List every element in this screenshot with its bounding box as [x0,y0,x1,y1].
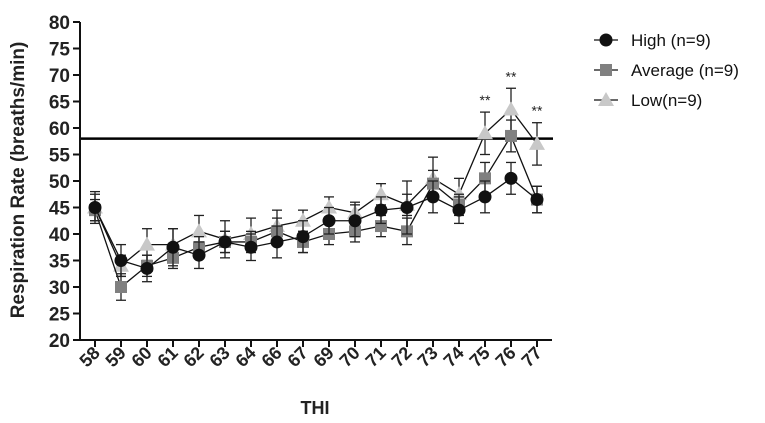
legend-label: High (n=9) [631,31,711,50]
x-tick-label: 76 [492,343,520,371]
x-tick-label: 77 [518,343,546,371]
x-tick-label: 67 [284,343,312,371]
data-point [400,201,414,214]
y-tick-label: 80 [49,13,70,34]
series-triangle [87,87,545,278]
y-tick-label: 60 [49,119,70,140]
data-point [426,190,440,204]
x-axis-title: THI [301,398,330,418]
data-point [452,203,466,217]
data-point [218,235,232,249]
x-tick-label: 73 [414,343,442,371]
data-point [529,135,545,150]
legend-label: Average (n=9) [631,61,739,80]
y-tick-label: 20 [49,331,70,352]
y-tick-label: 30 [49,278,70,299]
data-point [140,261,154,275]
series-line [94,177,538,270]
data-point [191,223,207,238]
x-tick-label: 64 [232,343,260,371]
series-line [94,134,538,289]
data-point [530,193,544,207]
y-tick-label: 25 [49,305,71,326]
data-point [374,203,388,217]
data-point [166,240,180,254]
x-tick-label: 70 [336,343,364,371]
data-point [192,248,206,262]
series-line [94,108,538,267]
significance-annotation: ** [480,92,491,108]
x-tick-label: 61 [154,343,182,371]
x-tick-label: 62 [180,343,208,371]
legend-item: Low(n=9) [594,91,702,110]
y-tick-label: 45 [49,199,71,220]
x-tick-label: 74 [440,343,468,371]
y-tick-label: 65 [49,93,71,114]
plot-area: ** ** ** [80,68,553,301]
y-axis-title: Respiration Rate (breaths/min) [8,42,29,319]
data-point [88,201,102,214]
y-tick-label: 50 [49,172,70,193]
data-point [322,214,336,228]
x-tick-label: 66 [258,343,286,371]
legend-item: Average (n=9) [594,61,739,80]
data-point [505,129,517,142]
legend-item: High (n=9) [594,31,711,50]
y-tick-label: 55 [49,146,71,167]
y-axis: 20 25 30 35 40 45 50 55 60 65 70 75 80 [49,13,81,352]
legend-marker [599,33,613,47]
x-tick-label: 60 [128,343,156,371]
data-point [114,254,128,267]
x-tick-label: 71 [362,343,390,371]
significance-annotation: ** [506,68,517,84]
significance-annotation: ** [532,103,543,119]
data-point [477,125,493,140]
data-point [295,212,311,227]
data-point [270,235,284,249]
data-point [115,281,127,293]
y-tick-label: 70 [49,66,70,87]
y-tick-label: 35 [49,252,71,273]
x-tick-label: 72 [388,343,416,371]
data-point [348,214,362,228]
series-circle [88,161,544,283]
x-tick-label: 59 [102,343,130,371]
legend-marker [598,92,614,106]
x-tick-label: 63 [206,343,234,371]
data-point [321,199,337,214]
series-square [89,119,543,301]
x-tick-label: 75 [466,343,494,371]
y-tick-label: 40 [49,225,70,246]
legend-label: Low(n=9) [631,91,702,110]
y-tick-label: 75 [49,40,71,61]
x-tick-label: 69 [310,343,338,371]
x-tick-label: 58 [76,343,104,371]
data-point [139,236,155,251]
data-point [296,230,310,244]
legend-marker [600,64,612,76]
data-point [244,240,258,254]
legend: High (n=9) Average (n=9) Low(n=9) [594,31,739,110]
data-point [504,171,518,185]
data-point [503,101,519,116]
data-point [478,190,492,204]
